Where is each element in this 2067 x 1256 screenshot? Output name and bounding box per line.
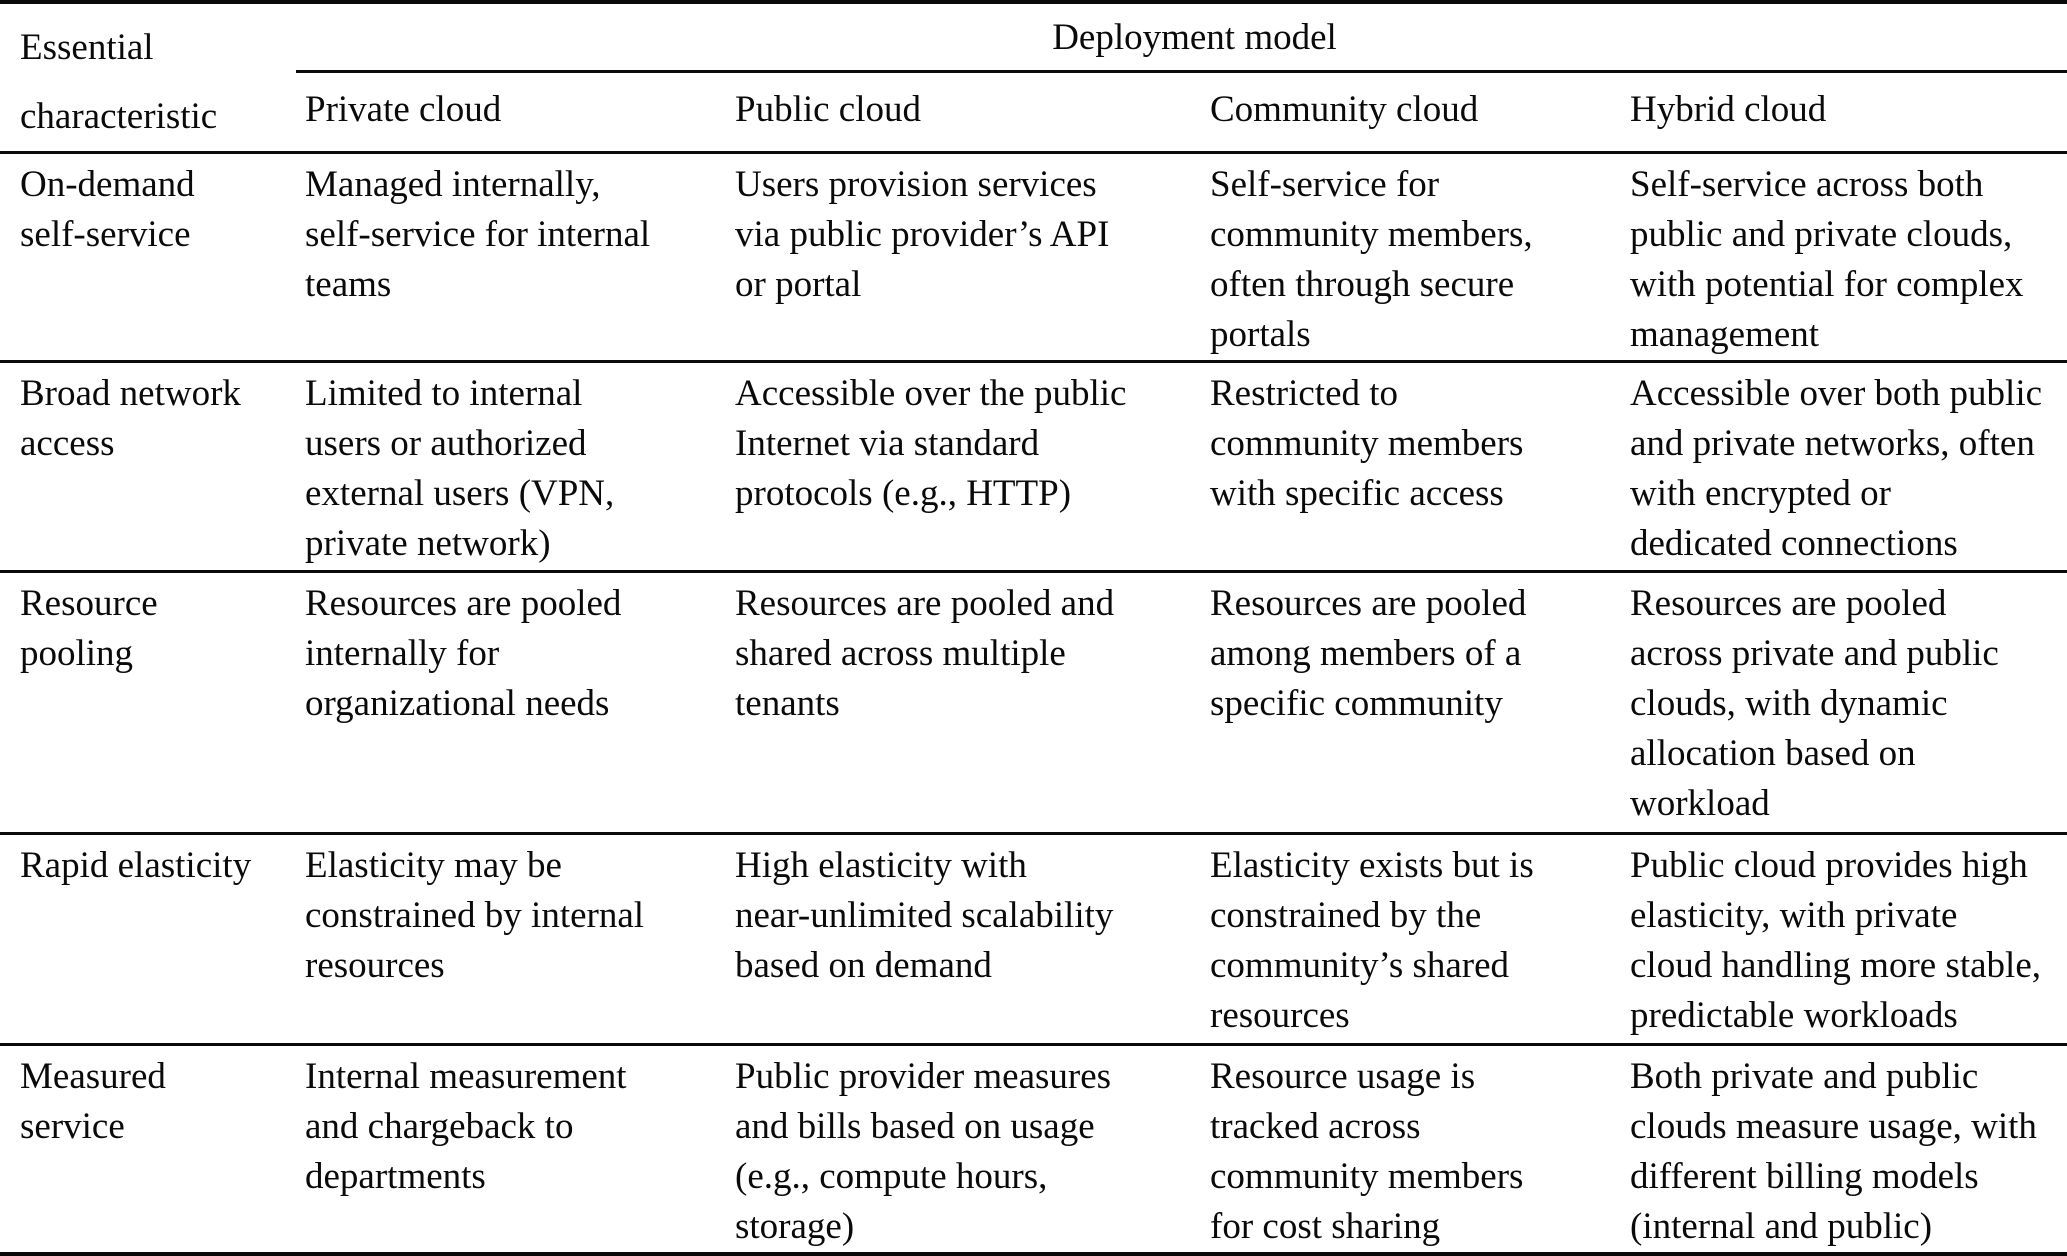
cell-public-cloud: Users provision services via public prov… (715, 154, 1190, 363)
cell-hybrid-cloud: Self-service across both public and priv… (1610, 154, 2067, 363)
cell-text: Managed internally, self-service for int… (305, 164, 651, 305)
row-characteristic: Measured service (0, 1046, 285, 1252)
cell-text: Resources are pooled internally for orga… (305, 583, 622, 724)
table-row-on-demand-self-service: On-demand self-service Managed internall… (0, 154, 2067, 363)
cell-public-cloud: Accessible over the public Internet via … (715, 363, 1190, 573)
cell-text: Users provision services via public prov… (735, 164, 1110, 305)
cell-community-cloud: Self-service for community members, ofte… (1190, 154, 1610, 363)
cell-community-cloud: Restricted to community members with spe… (1190, 363, 1610, 573)
corner-header: Essential characteristic (20, 27, 218, 137)
column-header-hybrid-cloud: Hybrid cloud (1610, 73, 2067, 154)
table-row-measured-service: Measured service Internal measurement an… (0, 1046, 2067, 1252)
characteristic-label: Measured service (20, 1056, 166, 1147)
table-row-resource-pooling: Resource pooling Resources are pooled in… (0, 573, 2067, 835)
cell-text: High elasticity with near-unlimited scal… (735, 845, 1114, 986)
cell-text: Resource usage is tracked across communi… (1210, 1056, 1524, 1247)
cell-text: Public cloud provides high elasticity, w… (1630, 845, 2042, 1036)
column-header-private-cloud: Private cloud (285, 73, 715, 154)
cell-text: Both private and public clouds measure u… (1630, 1056, 2037, 1247)
header-row-top: Essential characteristic Deployment mode… (0, 4, 2067, 154)
row-characteristic: Rapid elasticity (0, 835, 285, 1046)
characteristic-label: On-demand self-service (20, 164, 195, 255)
header-row-columns: Private cloud Public cloud Community clo… (0, 73, 2067, 154)
cell-community-cloud: Resources are pooled among members of a … (1190, 573, 1610, 835)
cell-private-cloud: Elasticity may be constrained by interna… (285, 835, 715, 1046)
column-header-community-cloud: Community cloud (1190, 73, 1610, 154)
table-row-rapid-elasticity: Rapid elasticity Elasticity may be const… (0, 835, 2067, 1046)
cell-text: Self-service for community members, ofte… (1210, 164, 1533, 355)
cell-private-cloud: Internal measurement and chargeback to d… (285, 1046, 715, 1252)
characteristic-label: Resource pooling (20, 583, 158, 674)
cell-hybrid-cloud: Both private and public clouds measure u… (1610, 1046, 2067, 1252)
cell-hybrid-cloud: Public cloud provides high elasticity, w… (1610, 835, 2067, 1046)
cell-private-cloud: Managed internally, self-service for int… (285, 154, 715, 363)
cell-text: Resources are pooled among members of a … (1210, 583, 1527, 724)
cell-text: Accessible over both public and private … (1630, 373, 2043, 564)
cell-text: Resources are pooled across private and … (1630, 583, 1999, 824)
cell-private-cloud: Limited to internal users or authorized … (285, 363, 715, 573)
row-characteristic: Resource pooling (0, 573, 285, 835)
cell-hybrid-cloud: Accessible over both public and private … (1610, 363, 2067, 573)
cell-text: Elasticity exists but is constrained by … (1210, 845, 1534, 1036)
cell-text: Accessible over the public Internet via … (735, 373, 1127, 514)
table-row-broad-network-access: Broad network access Limited to internal… (0, 363, 2067, 573)
cell-public-cloud: Public provider measures and bills based… (715, 1046, 1190, 1252)
cell-text: Self-service across both public and priv… (1630, 164, 2024, 355)
cell-public-cloud: High elasticity with near-unlimited scal… (715, 835, 1190, 1046)
cell-text: Restricted to community members with spe… (1210, 373, 1524, 514)
column-header-public-cloud: Public cloud (715, 73, 1190, 154)
row-characteristic: Broad network access (0, 363, 285, 573)
row-characteristic: On-demand self-service (0, 154, 285, 363)
characteristic-label: Rapid elasticity (20, 845, 252, 886)
deployment-header-cell: Deployment model (285, 4, 2067, 74)
cell-text: Elasticity may be constrained by interna… (305, 845, 645, 986)
cell-private-cloud: Resources are pooled internally for orga… (285, 573, 715, 835)
deployment-model-header: Deployment model (1052, 17, 1337, 58)
cell-text: Limited to internal users or authorized … (305, 373, 615, 564)
deployment-header-rule (296, 70, 2067, 74)
characteristic-label: Broad network access (20, 373, 241, 464)
cell-hybrid-cloud: Resources are pooled across private and … (1610, 573, 2067, 835)
cell-community-cloud: Resource usage is tracked across communi… (1190, 1046, 1610, 1252)
cell-community-cloud: Elasticity exists but is constrained by … (1190, 835, 1610, 1046)
cell-public-cloud: Resources are pooled and shared across m… (715, 573, 1190, 835)
corner-header-cell: Essential characteristic (0, 4, 285, 154)
cell-text: Internal measurement and chargeback to d… (305, 1056, 627, 1197)
cell-text: Resources are pooled and shared across m… (735, 583, 1115, 724)
cell-text: Public provider measures and bills based… (735, 1056, 1112, 1247)
